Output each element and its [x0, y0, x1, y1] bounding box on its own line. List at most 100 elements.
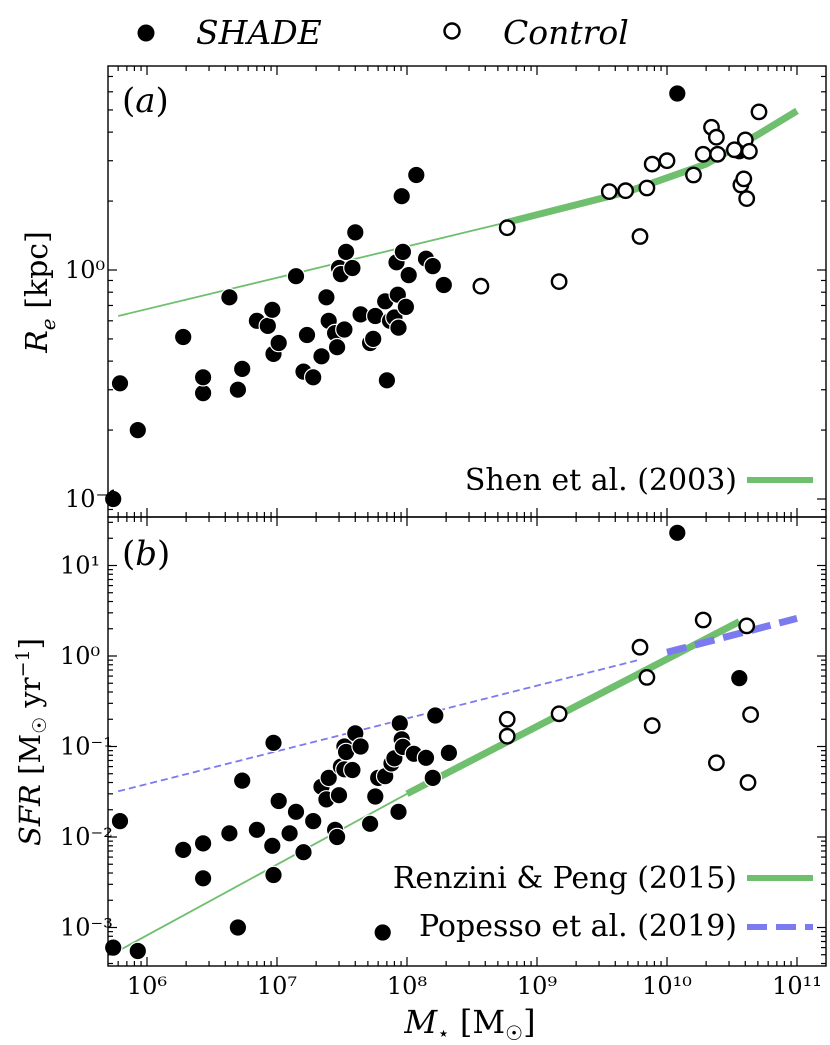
shade-point — [294, 842, 313, 862]
shade-point — [336, 242, 356, 262]
fit-line-1-segment-1 — [666, 615, 798, 656]
shade-point — [363, 329, 383, 349]
x-tick-label: 10⁹ — [517, 972, 558, 1000]
shade-point — [327, 827, 347, 847]
shade-point — [286, 802, 306, 822]
shade-point — [390, 714, 410, 733]
shade-point — [351, 737, 370, 756]
y-tick-label: 10⁰ — [60, 642, 100, 670]
control-point — [685, 166, 702, 184]
control-point — [472, 277, 490, 295]
legend-shade-marker — [137, 24, 155, 42]
shade-point — [232, 359, 252, 379]
x-tick-label: 10⁸ — [387, 972, 427, 1000]
panel-a-ticks: 10⁻¹ 10⁰ — [65, 66, 826, 517]
shade-point — [343, 760, 362, 780]
control-point — [617, 182, 634, 200]
shade-point — [193, 367, 213, 387]
panel-b-frame — [107, 516, 827, 967]
shade-point — [393, 242, 413, 262]
panel-b-legend-label-1: Renzini & Peng (2015) — [393, 861, 737, 896]
shade-point — [312, 346, 331, 366]
shade-point — [297, 325, 317, 345]
shade-point — [303, 811, 323, 831]
control-point — [708, 754, 725, 772]
shade-point — [396, 297, 416, 317]
shade-point — [425, 706, 445, 725]
shade-point — [220, 823, 239, 843]
control-point — [738, 190, 756, 208]
shade-point — [228, 380, 248, 399]
panel-a-points — [103, 84, 768, 509]
control-point — [498, 727, 516, 745]
shade-point — [434, 275, 454, 295]
shade-point — [193, 834, 213, 853]
y-tick-label: 10¹ — [60, 552, 100, 580]
shade-point — [286, 266, 306, 286]
shade-point — [280, 823, 299, 843]
fit-line-0-segment-1 — [405, 618, 741, 797]
shade-point — [377, 370, 397, 390]
shade-point — [269, 791, 288, 811]
control-point — [738, 617, 756, 635]
shade-point — [128, 420, 148, 440]
control-point — [631, 638, 649, 656]
top-legend: SHADE Control — [137, 13, 629, 52]
panel-b-legend-label-2: Popesso et al. (2019) — [419, 909, 737, 944]
control-point — [638, 179, 656, 197]
panel-a-ylabel: Re [kpc] — [20, 231, 60, 354]
shade-point — [110, 373, 130, 393]
shade-point — [345, 223, 365, 242]
control-point — [550, 705, 568, 723]
y-tick-label: 10⁰ — [65, 256, 105, 284]
shade-point — [173, 840, 193, 860]
shade-point — [399, 265, 418, 285]
panel-a-lines — [117, 107, 799, 317]
shade-point — [392, 186, 411, 206]
control-point — [638, 669, 656, 686]
control-point — [498, 710, 516, 728]
shade-point — [406, 165, 426, 185]
shade-point — [729, 668, 749, 688]
shade-point — [193, 868, 213, 888]
panel-b-ticks: 10⁻³ 10⁻² 10⁻¹ 10⁰ 10¹ 10⁶ 10⁷ 10⁸ 10⁹ 10¹⁰ 10¹¹ — [60, 517, 826, 1000]
shade-point — [247, 820, 267, 840]
shade-point — [389, 802, 408, 822]
x-tick-label: 10⁶ — [127, 972, 167, 1000]
shade-point — [128, 941, 148, 961]
shade-point — [110, 811, 130, 831]
shade-point — [258, 316, 278, 336]
shade-point — [389, 318, 408, 337]
control-point — [739, 774, 757, 791]
shade-point — [360, 814, 380, 834]
fit-line-1-segment-0 — [117, 659, 639, 793]
shade-point — [335, 320, 354, 339]
control-point — [750, 103, 768, 121]
panel-b-xlabel: M⋆ [M☉] — [403, 1003, 535, 1045]
shade-point — [103, 938, 123, 957]
shade-point — [365, 787, 385, 806]
fit-line-0-segment-1 — [507, 107, 799, 226]
panel-b-ylabel: SFR [M☉ yr−1] — [12, 638, 51, 846]
control-point — [643, 155, 661, 173]
control-point — [550, 273, 568, 290]
y-tick-label: 10⁻³ — [60, 914, 113, 942]
x-tick-label: 10¹¹ — [772, 972, 822, 1000]
panel-a-legend-label: Shen et al. (2003) — [465, 463, 737, 498]
shade-point — [228, 918, 248, 937]
shade-point — [667, 84, 687, 103]
shade-point — [373, 923, 392, 942]
panel-a-label: (a) — [122, 81, 169, 121]
shade-point — [262, 300, 282, 320]
panel-a: 10⁻¹ 10⁰ (a) Shen et al. (2003) Re [kpc] — [20, 65, 827, 518]
shade-point — [423, 256, 443, 276]
shade-point — [416, 748, 436, 768]
shade-point — [329, 785, 349, 805]
shade-point — [232, 771, 252, 790]
panel-b-label: (b) — [122, 534, 170, 574]
legend-control-marker — [443, 22, 461, 40]
shade-point — [667, 523, 687, 543]
panel-b: 10⁻³ 10⁻² 10⁻¹ 10⁰ 10¹ 10⁶ 10⁷ 10⁸ 10⁹ 10¹⁰ 10¹¹ (… — [12, 516, 827, 1045]
shade-point — [264, 733, 283, 753]
